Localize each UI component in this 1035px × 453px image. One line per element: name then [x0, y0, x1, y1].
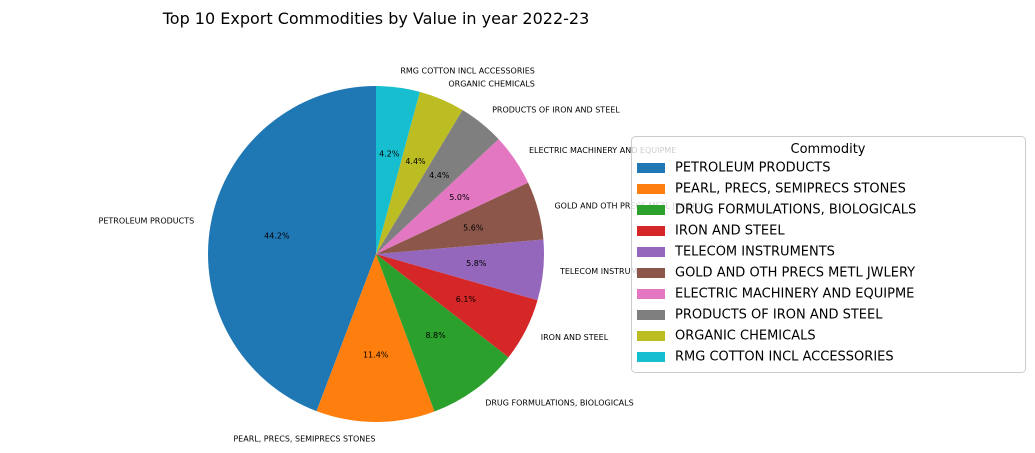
pie-slice	[376, 139, 529, 254]
slice-percent-label: 11.4%	[363, 350, 389, 359]
slice-category-label: DRUG FORMULATIONS, BIOLOGICALS	[485, 399, 633, 408]
slice-category-label: ELECTRIC MACHINERY AND EQUIPME	[529, 146, 676, 155]
legend-swatch	[637, 184, 665, 194]
slice-category-label: RMG COTTON INCL ACCESSORIES	[400, 66, 535, 75]
slice-percent-label: 6.1%	[456, 295, 477, 304]
legend-label: ORGANIC CHEMICALS	[675, 329, 816, 344]
pie-slice	[376, 86, 420, 254]
legend-frame	[631, 136, 1026, 373]
slice-percent-label: 5.8%	[466, 259, 487, 268]
legend-label: IRON AND STEEL	[675, 224, 785, 239]
legend-title: Commodity	[791, 142, 866, 157]
legend-swatch	[637, 289, 665, 299]
legend: Commodity PETROLEUM PRODUCTS PEARL, PRECS…	[631, 136, 1026, 373]
pie-slice	[208, 86, 376, 412]
slice-percent-label: 4.4%	[405, 157, 426, 166]
legend-label: DRUG FORMULATIONS, BIOLOGICALS	[675, 203, 916, 218]
percent-labels: 44.2% 11.4% 8.8% 6.1% 5.8% 5.6% 5.0% 4.4%4.4% 4.…	[264, 150, 487, 360]
chart-title: Top 10 Export Commodities by Value in ye…	[162, 9, 590, 28]
pie-slice	[376, 254, 538, 358]
pie-slice	[376, 182, 544, 254]
legend-label: TELECOM INSTRUMENTS	[674, 245, 835, 260]
slice-percent-label: 5.6%	[463, 223, 484, 232]
slice-category-label: TELECOM INSTRUMENTS	[559, 267, 658, 276]
slice-percent-label: 44.2%	[264, 231, 290, 240]
legend-label: ELECTRIC MACHINERY AND EQUIPME	[675, 287, 914, 302]
legend-swatch	[637, 310, 665, 320]
slice-labels: PETROLEUM PRODUCTS PEARL, PRECS, SEMIPREC…	[99, 66, 703, 443]
legend-swatch	[637, 205, 665, 215]
slice-percent-label: 5.0%	[449, 193, 470, 202]
legend-swatch	[637, 163, 665, 173]
legend-swatch	[637, 268, 665, 278]
pie-slice	[376, 91, 463, 254]
pie-slice	[376, 109, 499, 254]
slice-category-label: PEARL, PRECS, SEMIPRECS STONES	[233, 434, 375, 443]
slice-category-label: IRON AND STEEL	[541, 333, 609, 342]
slice-percent-label: 4.4%	[429, 171, 450, 180]
pie-slice	[376, 254, 509, 412]
legend-label: PETROLEUM PRODUCTS	[675, 161, 830, 176]
legend-swatch	[637, 331, 665, 341]
pie-slice	[316, 254, 435, 422]
legend-label: RMG COTTON INCL ACCESSORIES	[675, 350, 894, 365]
legend-items: PETROLEUM PRODUCTS PEARL, PRECS, SEMIPREC…	[637, 161, 916, 365]
legend-label: PEARL, PRECS, SEMIPRECS STONES	[675, 182, 906, 197]
legend-swatch	[637, 247, 665, 257]
slice-percent-label: 8.8%	[425, 331, 446, 340]
slice-category-label: PETROLEUM PRODUCTS	[99, 216, 195, 225]
legend-label: PRODUCTS OF IRON AND STEEL	[675, 308, 883, 323]
pie-slice	[376, 239, 544, 301]
slice-category-label: PRODUCTS OF IRON AND STEEL	[492, 106, 620, 115]
legend-label: GOLD AND OTH PRECS METL JWLERY	[675, 266, 915, 281]
legend-swatch	[637, 352, 665, 362]
legend-swatch	[637, 226, 665, 236]
pie-slices	[208, 86, 544, 422]
slice-percent-label: 4.2%	[379, 150, 400, 159]
slice-category-label: GOLD AND OTH PRECS METL JWLERY	[554, 202, 702, 211]
slice-category-label: ORGANIC CHEMICALS	[448, 79, 535, 88]
